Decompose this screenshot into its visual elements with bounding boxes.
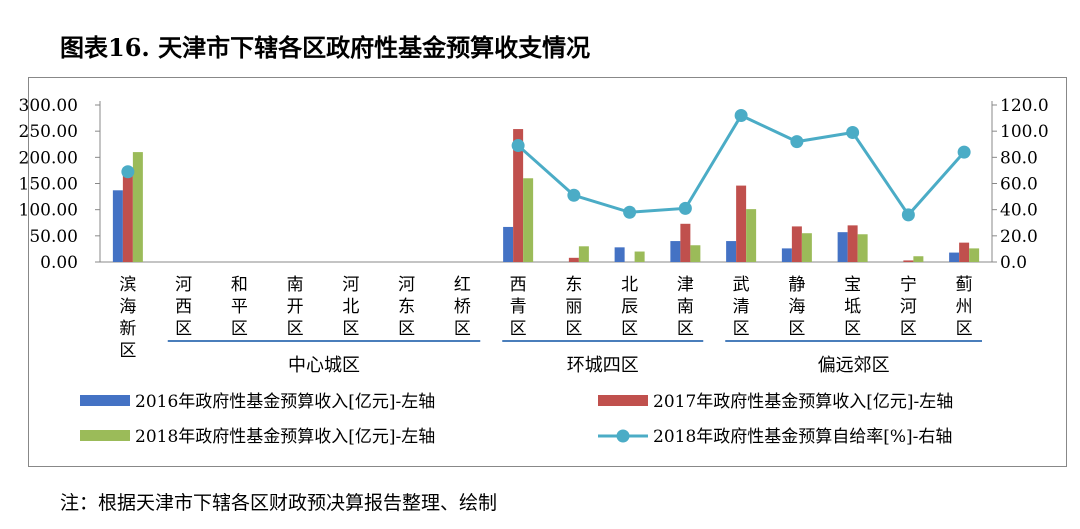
- bar-2016: [949, 252, 960, 262]
- left-tick-label: 150.00: [19, 175, 78, 195]
- right-tick-label: 40.0: [1000, 201, 1038, 221]
- x-tick-label: 河北区: [342, 275, 359, 339]
- left-tick-label: 100.00: [19, 201, 78, 221]
- bar-2016: [781, 248, 792, 262]
- x-tick-label: 宝坻区: [844, 275, 861, 339]
- legend-swatch: [598, 395, 648, 406]
- source-note: 注：根据天津市下辖各区财政预决算报告整理、绘制: [60, 492, 498, 514]
- left-tick-label: 50.00: [29, 227, 78, 247]
- rate-point: [790, 135, 804, 149]
- left-tick-label: 200.00: [19, 148, 78, 168]
- x-tick-label: 和平区: [231, 275, 248, 339]
- bar-2018: [857, 234, 868, 262]
- legend-swatch: [80, 395, 130, 406]
- bar-2016: [503, 226, 514, 262]
- right-tick-label: 100.0: [1000, 122, 1049, 142]
- right-tick-label: 120.0: [1000, 96, 1049, 116]
- legend-marker: [616, 429, 630, 443]
- bar-2018: [634, 251, 645, 262]
- rate-point: [623, 205, 637, 219]
- figure-title: 图表16. 天津市下辖各区政府性基金预算收支情况: [60, 33, 591, 62]
- rate-point: [734, 108, 748, 122]
- bar-2018: [913, 256, 924, 262]
- x-tick-label: 宁河区: [900, 275, 917, 339]
- bar-2018: [578, 246, 589, 262]
- rate-point: [567, 188, 581, 202]
- left-tick-label: 250.00: [19, 122, 78, 142]
- x-tick-label: 蓟州区: [956, 275, 973, 339]
- bar-2016: [614, 247, 625, 262]
- group-label: 中心城区: [288, 355, 360, 376]
- bar-2017: [791, 226, 802, 262]
- rate-point: [121, 165, 135, 179]
- bar-2017: [568, 257, 579, 262]
- bar-2018: [746, 209, 757, 262]
- right-tick-label: 0.0: [1000, 253, 1027, 273]
- right-tick-label: 80.0: [1000, 148, 1038, 168]
- right-tick-label: 20.0: [1000, 227, 1038, 247]
- bar-2017: [903, 260, 914, 262]
- bar-2018: [801, 233, 812, 262]
- chart-frame: [28, 77, 1067, 467]
- bar-2018: [523, 178, 534, 262]
- rate-point: [901, 208, 915, 222]
- x-tick-label: 武清区: [733, 275, 750, 339]
- x-tick-label: 东丽区: [565, 275, 582, 339]
- legend-label: 2016年政府性基金预算收入[亿元]-左轴: [135, 392, 435, 412]
- bar-2017: [736, 185, 747, 262]
- rate-point: [846, 125, 860, 139]
- left-tick-label: 300.00: [19, 96, 78, 116]
- x-tick-label: 河西区: [175, 275, 192, 339]
- bar-2017: [959, 242, 970, 262]
- bar-2017: [122, 170, 133, 262]
- group-label: 环城四区: [567, 355, 639, 376]
- bar-2017: [847, 225, 858, 262]
- rate-point: [511, 139, 525, 153]
- bar-2017: [680, 223, 691, 262]
- legend-label: 2018年政府性基金预算自给率[%]-右轴: [653, 427, 952, 447]
- right-tick-label: 60.0: [1000, 175, 1038, 195]
- bar-2016: [670, 241, 681, 262]
- left-tick-label: 0.00: [40, 253, 78, 273]
- x-tick-label: 西青区: [510, 275, 527, 339]
- x-tick-label: 津南区: [677, 275, 694, 339]
- x-tick-label: 静海区: [788, 275, 805, 339]
- rate-point: [957, 145, 971, 159]
- x-tick-label: 南开区: [287, 275, 304, 339]
- bar-2017: [513, 129, 524, 262]
- bar-2018: [690, 245, 701, 262]
- x-tick-label: 红桥区: [454, 275, 471, 339]
- rate-point: [678, 201, 692, 215]
- bar-2016: [726, 241, 737, 262]
- x-tick-label: 河东区: [398, 275, 415, 339]
- bar-2018: [132, 152, 143, 262]
- x-tick-label: 滨海新区: [119, 275, 136, 361]
- x-tick-label: 北辰区: [621, 275, 638, 339]
- legend-label: 2018年政府性基金预算收入[亿元]-左轴: [135, 427, 435, 447]
- group-label: 偏远郊区: [818, 355, 890, 376]
- bar-2016: [112, 190, 123, 262]
- legend-label: 2017年政府性基金预算收入[亿元]-左轴: [653, 392, 953, 412]
- bar-2018: [969, 248, 980, 262]
- legend-swatch: [80, 430, 130, 441]
- bar-2016: [837, 232, 848, 262]
